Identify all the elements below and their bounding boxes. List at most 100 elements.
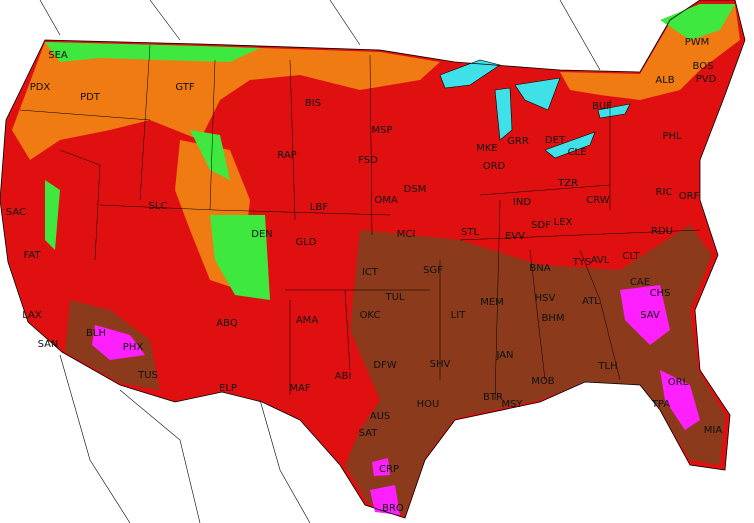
station-label: EVV [505, 231, 525, 242]
station-label: IND [513, 197, 531, 208]
station-label: SAV [640, 310, 660, 321]
green-zone [210, 215, 270, 300]
station-label: MIA [704, 425, 723, 436]
station-label: OKC [360, 310, 381, 321]
green-zone [45, 180, 60, 250]
station-label: BIS [305, 98, 321, 109]
canada-lines [39, 0, 601, 71]
station-label: PHX [123, 342, 144, 353]
station-label: RDU [651, 226, 673, 237]
station-label: PDT [80, 92, 101, 103]
station-label: TUS [137, 370, 158, 381]
station-label: LBF [310, 202, 328, 213]
station-label: SAT [359, 428, 379, 439]
station-label: ICT [362, 267, 379, 278]
station-label: HSV [535, 293, 556, 304]
magenta-zone [372, 458, 390, 476]
station-label: SAN [38, 339, 59, 350]
station-label: SEA [48, 50, 68, 61]
station-label: TZR [557, 178, 578, 189]
station-label: BOS [693, 61, 714, 72]
station-label: LAX [22, 310, 42, 321]
station-label: MSY [501, 399, 523, 410]
magenta-zone [620, 285, 670, 345]
station-label: AMA [296, 315, 318, 326]
station-label: STL [461, 227, 479, 238]
green-zone [45, 42, 260, 62]
station-label: ELP [219, 383, 237, 394]
lake [597, 103, 631, 119]
station-label: LIT [451, 310, 467, 321]
lake [494, 87, 513, 141]
magenta-zone [660, 370, 700, 430]
station-label: GRR [507, 136, 529, 147]
lake [514, 77, 561, 111]
station-label: CRP [379, 464, 399, 475]
station-label: CLE [568, 147, 587, 158]
magenta-zone [92, 325, 145, 360]
station-label: GTF [175, 82, 195, 93]
station-label: BLH [86, 328, 106, 339]
station-label: CRW [586, 195, 610, 206]
station-label: LEX [554, 217, 573, 228]
station-label: CLT [622, 251, 640, 262]
green-zone [190, 130, 230, 180]
station-label: AVL [591, 255, 610, 266]
station-label: TUL [385, 292, 405, 303]
station-label: AUS [370, 411, 391, 422]
station-label: MSP [371, 125, 392, 136]
magenta-zone [370, 485, 400, 515]
station-label: SDF [531, 220, 551, 231]
station-label: BHM [541, 313, 564, 324]
station-label: MOB [531, 376, 554, 387]
station-label: MCI [397, 229, 416, 240]
station-label: BNA [529, 263, 550, 274]
lake [544, 131, 596, 159]
station-label: ORD [483, 161, 506, 172]
station-label: OMA [374, 195, 397, 206]
station-label: ABI [335, 371, 352, 382]
station-label: ATL [582, 296, 600, 307]
station-label: DFW [373, 360, 396, 371]
station-label: ABQ [216, 318, 238, 329]
station-label: DSM [404, 184, 427, 195]
station-label: PWM [685, 37, 710, 48]
station-label: DET [545, 135, 566, 146]
lake [439, 59, 501, 89]
station-label: BRO [382, 503, 404, 514]
station-label: TPA [651, 399, 670, 410]
station-label: ORF [679, 191, 700, 202]
station-label: TLH [597, 361, 617, 372]
station-label: DEN [251, 229, 273, 240]
station-label: CHS [650, 288, 671, 299]
state-borders [19, 44, 701, 401]
station-label: RIC [656, 187, 673, 198]
station-label: TYS [572, 257, 592, 268]
station-label: GLD [295, 237, 316, 248]
station-label: FSD [358, 155, 378, 166]
station-label: ORL [668, 377, 689, 388]
station-label: MEM [480, 297, 504, 308]
station-label: PVD [696, 74, 717, 85]
station-label: BTR [483, 392, 503, 403]
station-label: SHV [430, 359, 451, 370]
station-label: SGF [423, 265, 443, 276]
station-label: RAP [277, 150, 296, 161]
station-label: HOU [417, 399, 440, 410]
station-label: SAC [6, 207, 26, 218]
station-label: JAN [495, 350, 513, 361]
station-label: FAT [23, 250, 41, 261]
orange-zone [12, 42, 440, 160]
station-label: PHL [662, 131, 682, 142]
station-label: SLC [149, 201, 168, 212]
station-label: CAE [630, 277, 650, 288]
mexico-border [59, 354, 311, 523]
station-label: PDX [30, 82, 51, 93]
station-label: ALB [655, 75, 674, 86]
green-zone [660, 4, 735, 40]
station-label: BUF [592, 101, 612, 112]
station-label: MAF [289, 383, 310, 394]
